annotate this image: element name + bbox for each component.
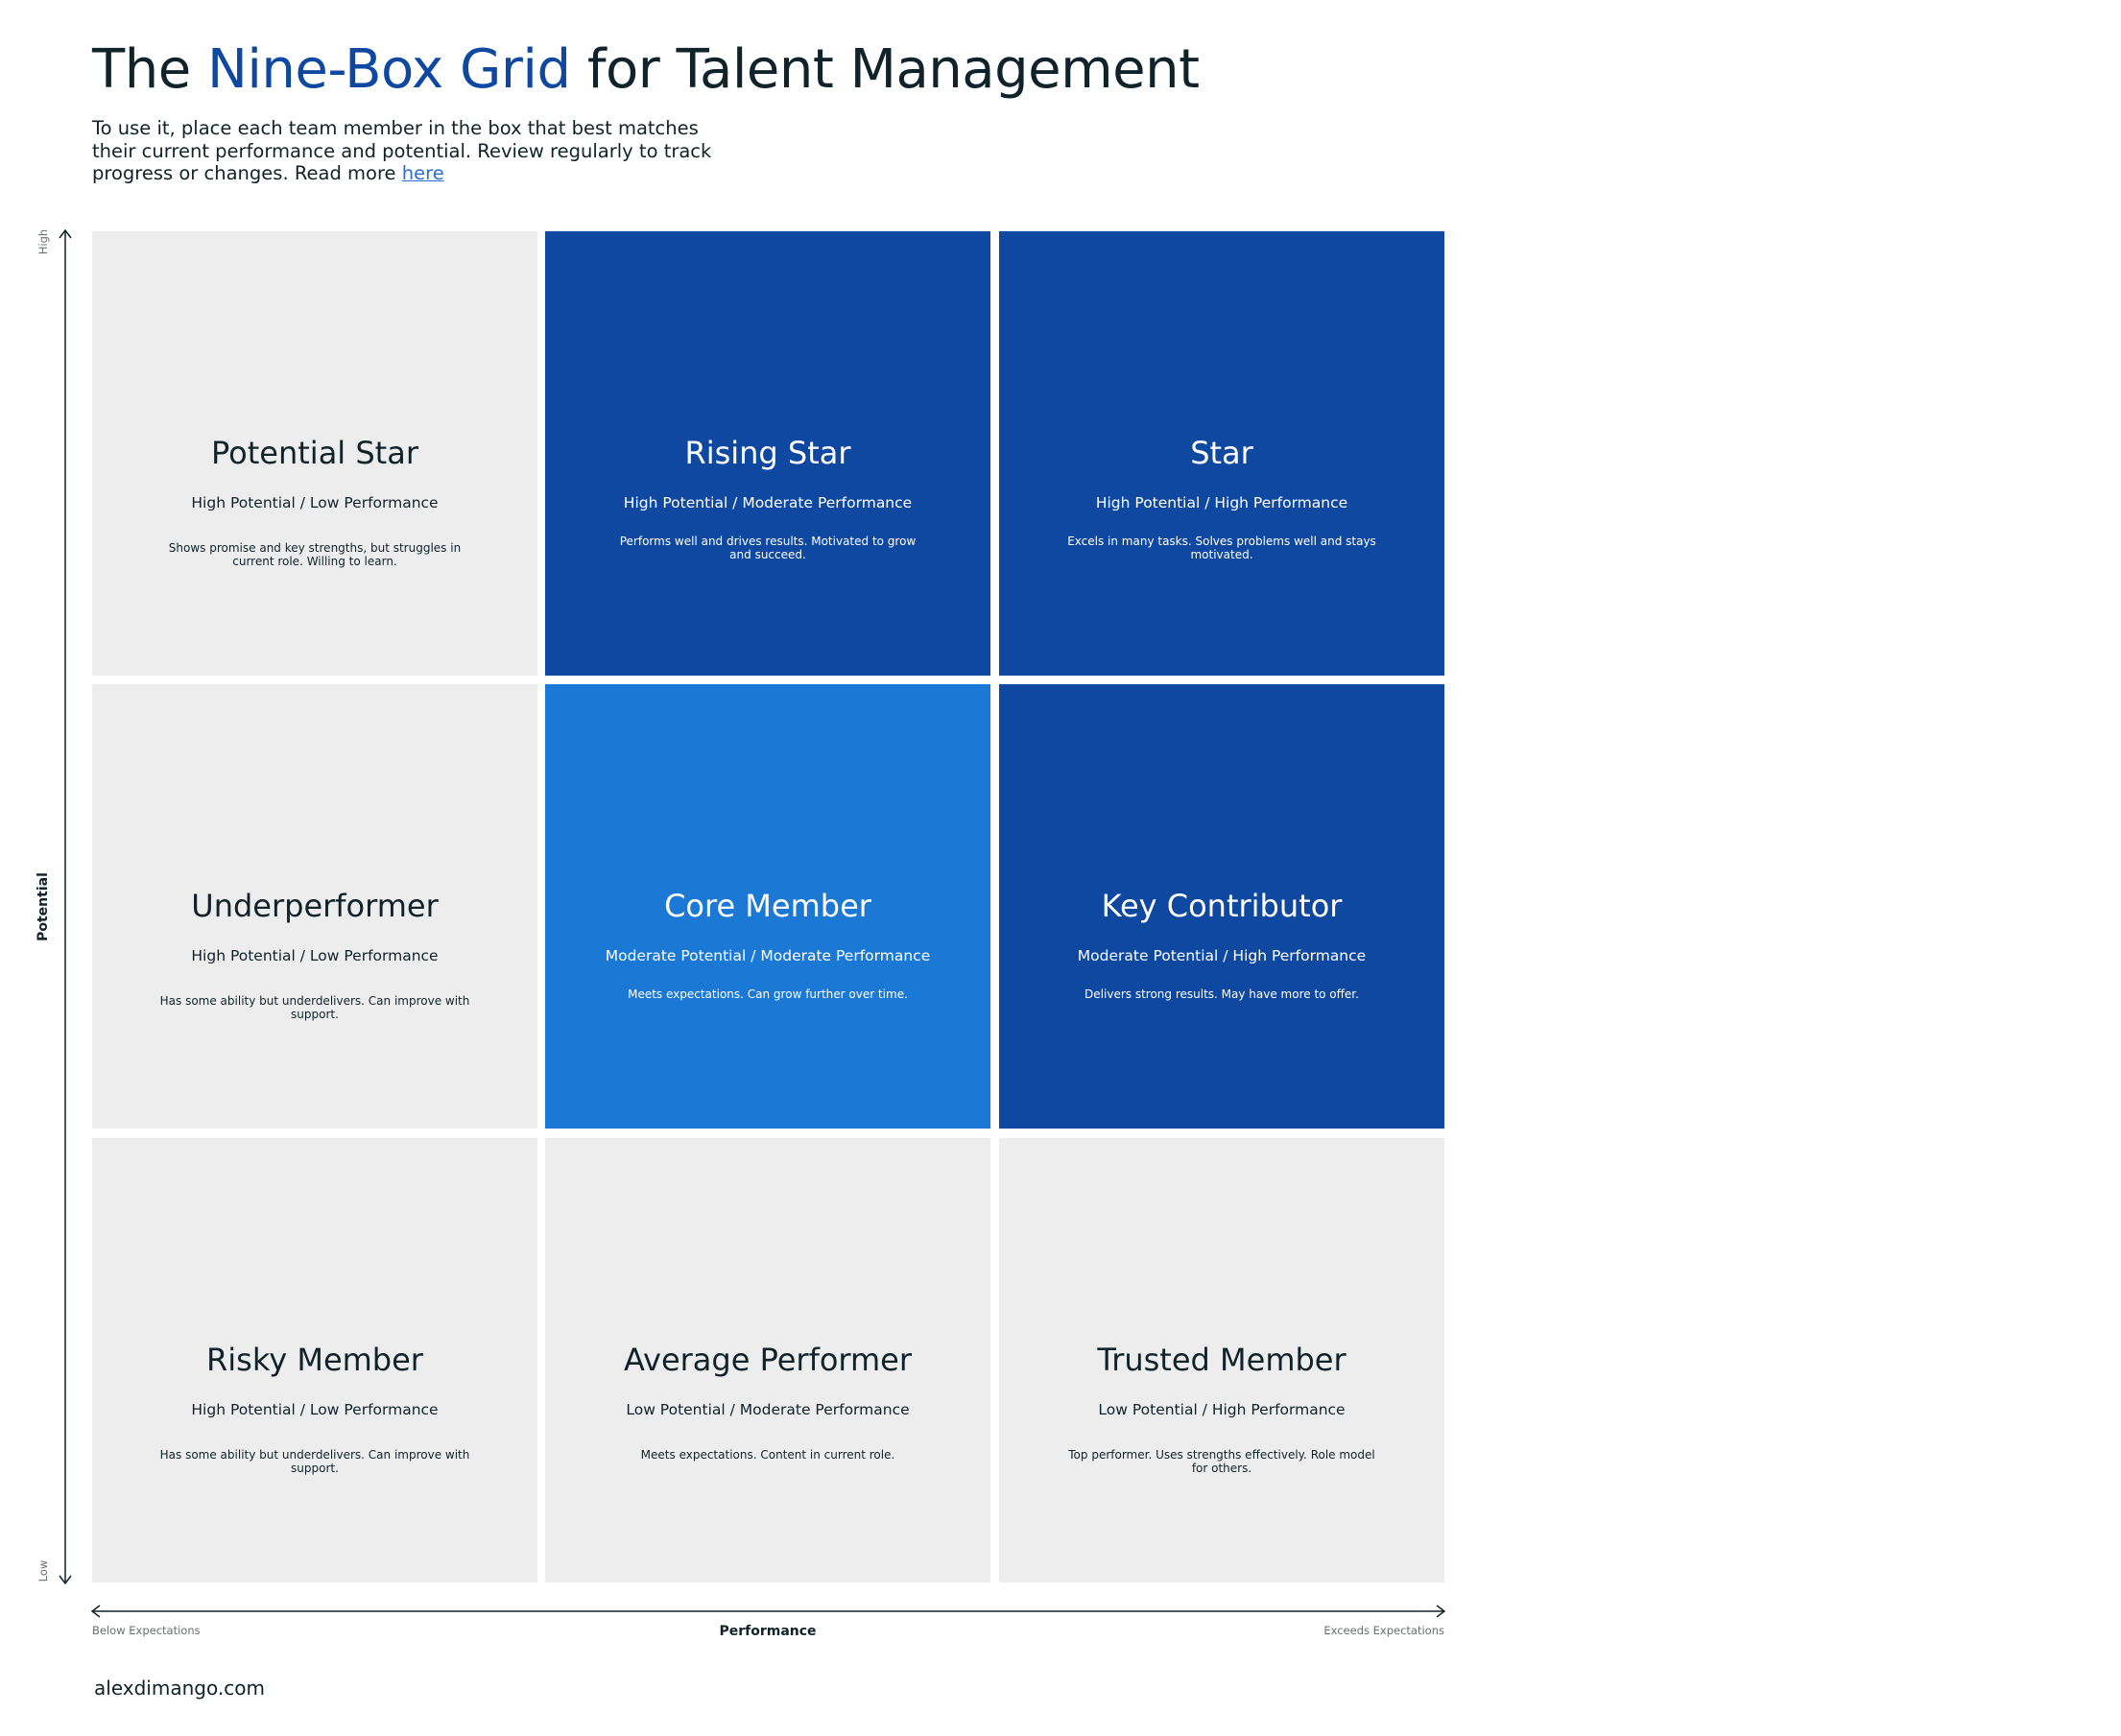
cell-subtitle: High Potential / Moderate Performance bbox=[623, 494, 913, 511]
cell-description: Top performer. Uses strengths effectivel… bbox=[1068, 1448, 1375, 1475]
cell-description: Has some ability but underdelivers. Can … bbox=[159, 1448, 470, 1475]
grid-cell: Risky Member High Potential / Low Perform… bbox=[92, 1138, 537, 1582]
cell-title: Core Member bbox=[664, 888, 871, 924]
y-high-label: High bbox=[36, 228, 50, 255]
grid-cell: Potential Star High Potential / Low Perfo… bbox=[92, 231, 537, 676]
y-arrow-up bbox=[59, 228, 72, 239]
x-arrow-left bbox=[90, 1605, 101, 1618]
cell-description: Shows promise and key strengths, but str… bbox=[168, 541, 462, 568]
x-low-label: Below Expectations bbox=[92, 1624, 201, 1637]
grid-cell: Average Performer Low Potential / Moderat… bbox=[545, 1138, 990, 1582]
x-arrow-right bbox=[1436, 1605, 1446, 1618]
cell-subtitle: Moderate Potential / Moderate Performanc… bbox=[605, 947, 931, 964]
cell-subtitle: High Potential / Low Performance bbox=[191, 1401, 439, 1418]
cell-title: Underperformer bbox=[191, 888, 439, 924]
title-prefix: The bbox=[92, 38, 191, 101]
cell-subtitle: High Potential / High Performance bbox=[1095, 494, 1348, 511]
cell-description: Delivers strong results. May have more t… bbox=[1084, 987, 1359, 1001]
cell-title: Average Performer bbox=[623, 1342, 913, 1378]
cell-title: Trusted Member bbox=[1097, 1342, 1346, 1378]
cell-description: Meets expectations. Can grow further ove… bbox=[628, 987, 908, 1001]
title: The Nine-Box Grid for Talent Management bbox=[92, 38, 1200, 101]
cell-description: Performs well and drives results. Motiva… bbox=[619, 535, 917, 561]
grid-cell: Rising Star High Potential / Moderate Per… bbox=[545, 231, 990, 676]
title-accent: Nine-Box Grid bbox=[206, 38, 571, 101]
y-axis-title: Potential bbox=[36, 872, 51, 941]
x-high-label: Exceeds Expectations bbox=[1323, 1624, 1444, 1637]
read-more-link[interactable]: here bbox=[401, 162, 444, 184]
cell-title: Key Contributor bbox=[1101, 888, 1343, 924]
title-suffix: for Talent Management bbox=[586, 38, 1200, 101]
cell-subtitle: Moderate Potential / High Performance bbox=[1077, 947, 1367, 964]
cell-description: Has some ability but underdelivers. Can … bbox=[159, 994, 470, 1021]
cell-subtitle: High Potential / Low Performance bbox=[191, 494, 439, 511]
grid-cell: Key Contributor Moderate Potential / High… bbox=[999, 684, 1444, 1129]
description: To use it, place each team member in the… bbox=[92, 117, 745, 185]
y-arrow-down bbox=[59, 1575, 72, 1585]
cell-subtitle: Low Potential / High Performance bbox=[1098, 1401, 1346, 1418]
description-text: To use it, place each team member in the… bbox=[92, 117, 712, 184]
cell-title: Risky Member bbox=[206, 1342, 423, 1378]
y-low-label: Low bbox=[36, 1559, 50, 1582]
x-axis-title: Performance bbox=[719, 1624, 817, 1639]
cell-subtitle: Low Potential / Moderate Performance bbox=[626, 1401, 910, 1418]
cell-title: Rising Star bbox=[684, 435, 851, 471]
grid-cell: Core Member Moderate Potential / Moderate… bbox=[545, 684, 990, 1129]
grid-cell: Trusted Member Low Potential / High Perfo… bbox=[999, 1138, 1444, 1582]
cell-title: Potential Star bbox=[211, 435, 418, 471]
grid-cell: Underperformer High Potential / Low Perfo… bbox=[92, 684, 537, 1129]
cell-title: Star bbox=[1190, 435, 1253, 471]
footer: alexdimango.com bbox=[94, 1677, 265, 1700]
cell-description: Excels in many tasks. Solves problems we… bbox=[1067, 535, 1376, 561]
cell-description: Meets expectations. Content in current r… bbox=[640, 1448, 895, 1462]
grid-cell: Star High Potential / High Performance Exc… bbox=[999, 231, 1444, 676]
cell-subtitle: High Potential / Low Performance bbox=[191, 947, 439, 964]
